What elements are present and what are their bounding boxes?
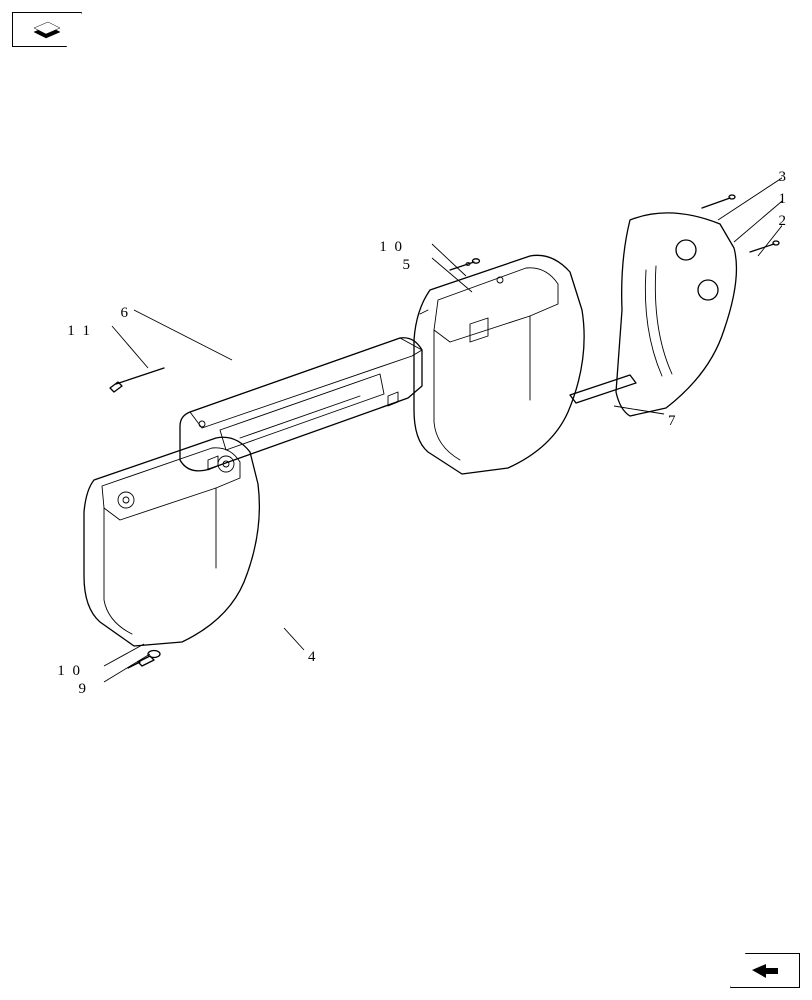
spacer-bar xyxy=(570,375,636,403)
right-bracket-plate xyxy=(616,213,736,416)
screw-center xyxy=(450,259,480,270)
callout-7: 7 xyxy=(668,414,678,429)
next-page-badge[interactable] xyxy=(730,953,800,988)
axis-bolt xyxy=(96,620,212,688)
small-screw-top xyxy=(702,195,735,208)
callout-4: 4 xyxy=(308,650,318,665)
left-end-cover xyxy=(84,437,259,646)
center-tray xyxy=(180,338,422,471)
callout-5: 5 xyxy=(403,258,413,273)
callout-9: 9 xyxy=(79,682,89,697)
callout-10a: 1 0 xyxy=(379,240,404,255)
callout-11: 1 1 xyxy=(67,324,92,339)
callout-10b: 1 0 xyxy=(57,664,82,679)
callout-1a: 1 xyxy=(779,192,789,207)
callout-3: 3 xyxy=(779,170,789,185)
leaders xyxy=(104,174,782,682)
bolt-washer xyxy=(128,651,160,669)
diagram-canvas: 3 1 2 1 0 5 6 1 1 7 4 1 0 9 xyxy=(0,0,812,1000)
callout-6: 6 xyxy=(121,306,131,321)
stacked-sheets-icon xyxy=(30,20,64,40)
small-screw-right xyxy=(750,241,779,252)
exploded-view xyxy=(30,160,782,780)
prev-page-badge[interactable] xyxy=(12,12,82,47)
arrow-cube-icon xyxy=(746,960,784,982)
long-screw-left xyxy=(110,368,164,392)
callout-2: 2 xyxy=(779,214,789,229)
right-end-cover xyxy=(414,255,584,474)
axis-main xyxy=(80,178,782,420)
